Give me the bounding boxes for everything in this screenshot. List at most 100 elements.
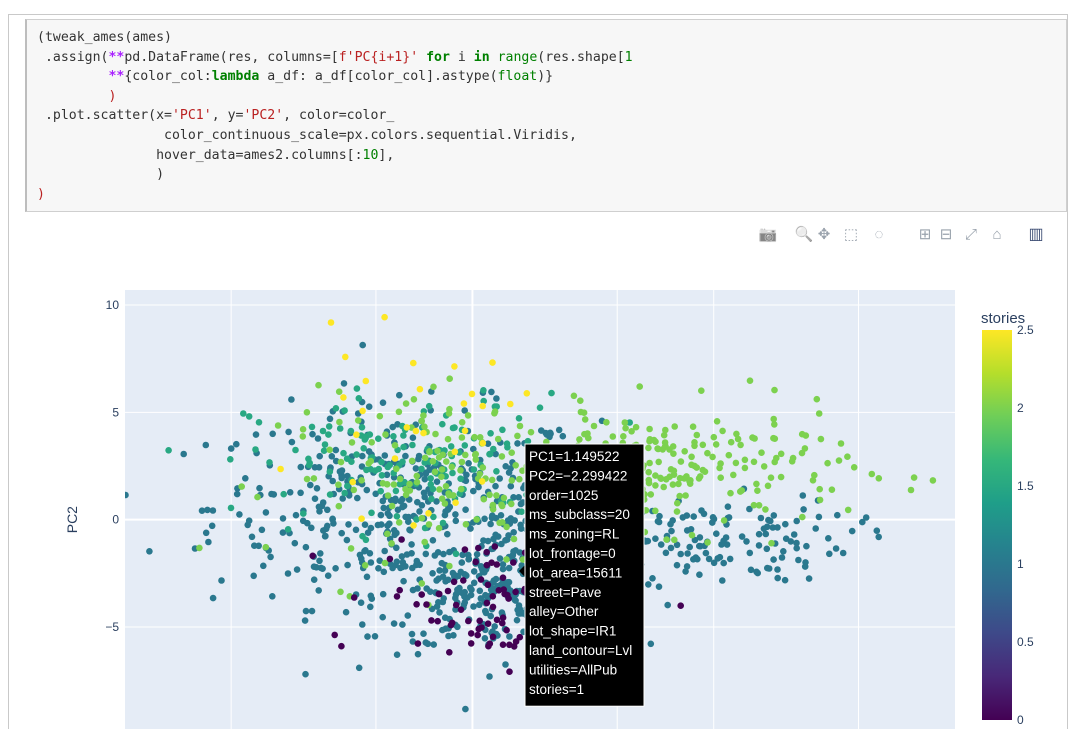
- scatter-point[interactable]: [713, 418, 721, 425]
- scatter-point[interactable]: [668, 527, 675, 535]
- scatter-point[interactable]: [302, 607, 310, 615]
- scatter-point[interactable]: [406, 526, 413, 534]
- scatter-point[interactable]: [367, 603, 374, 611]
- scatter-point[interactable]: [361, 521, 369, 528]
- scatter-point[interactable]: [410, 396, 418, 403]
- scatter-point[interactable]: [696, 473, 704, 480]
- scatter-point[interactable]: [498, 540, 505, 548]
- scatter-point[interactable]: [146, 548, 153, 555]
- scatter-point[interactable]: [771, 421, 778, 428]
- scatter-point[interactable]: [725, 451, 733, 459]
- scatter-point[interactable]: [444, 435, 452, 443]
- scatter-point[interactable]: [266, 459, 273, 466]
- scatter-point[interactable]: [483, 599, 491, 607]
- scatter-point[interactable]: [495, 587, 503, 594]
- scatter-point[interactable]: [751, 435, 758, 442]
- scatter-point[interactable]: [770, 415, 777, 423]
- scatter-point[interactable]: [398, 536, 405, 543]
- scatter-point[interactable]: [352, 526, 360, 534]
- scatter-point[interactable]: [350, 594, 358, 601]
- scatter-point[interactable]: [451, 448, 459, 456]
- scatter-point[interactable]: [302, 670, 309, 678]
- scatter-point[interactable]: [434, 617, 442, 625]
- scatter-point[interactable]: [365, 403, 373, 411]
- scatter-point[interactable]: [652, 438, 659, 446]
- scatter-point[interactable]: [326, 468, 334, 476]
- scatter-point[interactable]: [331, 631, 339, 639]
- scatter-point[interactable]: [431, 552, 439, 559]
- scatter-point[interactable]: [517, 525, 525, 532]
- scatter-point[interactable]: [425, 402, 433, 410]
- scatter-point[interactable]: [667, 544, 675, 552]
- scatter-point[interactable]: [489, 359, 496, 366]
- scatter-point[interactable]: [418, 465, 425, 473]
- camera-icon[interactable]: 📷: [758, 226, 778, 243]
- scatter-point[interactable]: [500, 586, 508, 593]
- scatter-point[interactable]: [442, 483, 450, 490]
- scatter-point[interactable]: [393, 529, 400, 537]
- scatter-point[interactable]: [368, 439, 376, 446]
- scatter-point[interactable]: [205, 538, 212, 546]
- scatter-point[interactable]: [484, 581, 492, 589]
- scatter-point[interactable]: [381, 452, 389, 459]
- scatter-point[interactable]: [440, 550, 447, 558]
- scatter-point[interactable]: [288, 396, 295, 403]
- scatter-point[interactable]: [490, 445, 497, 453]
- scatter-point[interactable]: [832, 545, 840, 552]
- scatter-point[interactable]: [716, 553, 724, 561]
- scatter-point[interactable]: [508, 477, 516, 484]
- scatter-point[interactable]: [338, 529, 346, 537]
- scatter-point[interactable]: [654, 445, 662, 453]
- scatter-point[interactable]: [464, 594, 471, 601]
- scatter-point[interactable]: [418, 591, 426, 598]
- scatter-point[interactable]: [654, 518, 662, 525]
- scatter-point[interactable]: [347, 545, 355, 552]
- scatter-point[interactable]: [793, 539, 800, 547]
- scatter-point[interactable]: [319, 565, 326, 572]
- scatter-point[interactable]: [505, 595, 512, 602]
- scatter-point[interactable]: [325, 423, 333, 430]
- scatter-point[interactable]: [311, 495, 319, 503]
- scatter-point[interactable]: [308, 607, 316, 615]
- scatter-point[interactable]: [446, 562, 453, 570]
- scatter-point[interactable]: [310, 475, 318, 482]
- scatter-point[interactable]: [390, 620, 398, 627]
- scatter-point[interactable]: [383, 471, 391, 479]
- scatter-point[interactable]: [430, 513, 437, 521]
- scatter-point[interactable]: [774, 574, 781, 582]
- scatter-point[interactable]: [656, 512, 663, 520]
- scatter-point[interactable]: [681, 448, 688, 455]
- scatter-point[interactable]: [340, 449, 347, 457]
- box-select-icon[interactable]: ⬚: [843, 226, 859, 243]
- scatter-point[interactable]: [682, 492, 689, 499]
- scatter-point[interactable]: [559, 432, 567, 440]
- scatter-point[interactable]: [371, 633, 379, 640]
- scatter-point[interactable]: [329, 477, 337, 485]
- scatter-point[interactable]: [674, 499, 681, 507]
- scatter-point[interactable]: [762, 506, 769, 513]
- scatter-point[interactable]: [868, 470, 876, 478]
- scatter-point[interactable]: [709, 519, 716, 526]
- scatter-point[interactable]: [242, 475, 249, 482]
- scatter-point[interactable]: [694, 555, 701, 563]
- scatter-point[interactable]: [252, 446, 259, 453]
- scatter-point[interactable]: [609, 433, 617, 440]
- scatter-point[interactable]: [428, 495, 435, 503]
- scatter-point[interactable]: [305, 455, 312, 463]
- scatter-point[interactable]: [812, 525, 819, 532]
- scatter-point[interactable]: [486, 450, 493, 458]
- scatter-point[interactable]: [771, 386, 778, 394]
- scatter-point[interactable]: [698, 387, 705, 395]
- scatter-point[interactable]: [765, 565, 773, 572]
- scatter-point[interactable]: [361, 562, 369, 569]
- scatter-point[interactable]: [324, 572, 332, 579]
- scatter-point[interactable]: [256, 484, 263, 492]
- scatter-point[interactable]: [499, 614, 507, 621]
- scatter-point[interactable]: [850, 464, 858, 471]
- scatter-point[interactable]: [280, 490, 288, 498]
- scatter-point[interactable]: [359, 341, 367, 349]
- scatter-point[interactable]: [510, 559, 517, 566]
- scatter-point[interactable]: [396, 391, 403, 399]
- scatter-point[interactable]: [652, 507, 659, 515]
